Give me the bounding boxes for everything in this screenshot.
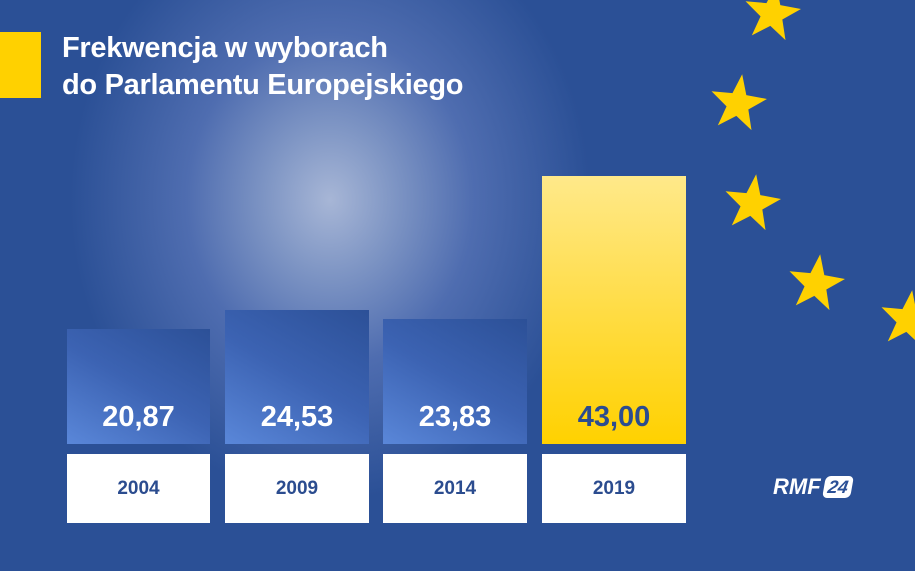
logo-badge: 24 xyxy=(821,476,854,498)
eu-star-icon xyxy=(711,74,767,131)
bar-value: 24,53 xyxy=(260,401,334,433)
rmf24-logo: RMF 24 xyxy=(773,474,854,500)
year-label-2014: 2014 xyxy=(383,454,527,523)
bar-value: 43,00 xyxy=(577,401,651,433)
bar-2004: 20,87 xyxy=(67,329,210,444)
year-label-2019: 2019 xyxy=(542,454,686,523)
title-line-2: do Parlamentu Europejskiego xyxy=(62,69,464,101)
bar-value: 20,87 xyxy=(102,401,175,433)
bar-2009: 24,53 xyxy=(225,310,369,444)
year-label-2004: 2004 xyxy=(67,454,210,523)
title-line-1: Frekwencja w wyborach xyxy=(62,32,388,64)
chart-title: Frekwencja w wyborach do Parlamentu Euro… xyxy=(62,30,464,104)
bar-2014: 23,83 xyxy=(383,319,527,444)
eu-star-icon xyxy=(789,254,845,311)
eu-star-icon xyxy=(745,0,801,41)
bar-value: 23,83 xyxy=(418,401,492,433)
year-label-2009: 2009 xyxy=(225,454,369,523)
eu-star-icon xyxy=(881,290,915,347)
eu-star-icon xyxy=(725,174,781,231)
logo-brand: RMF xyxy=(773,474,821,499)
title-accent-bar xyxy=(0,32,41,98)
bar-2019: 43,00 xyxy=(542,176,686,444)
